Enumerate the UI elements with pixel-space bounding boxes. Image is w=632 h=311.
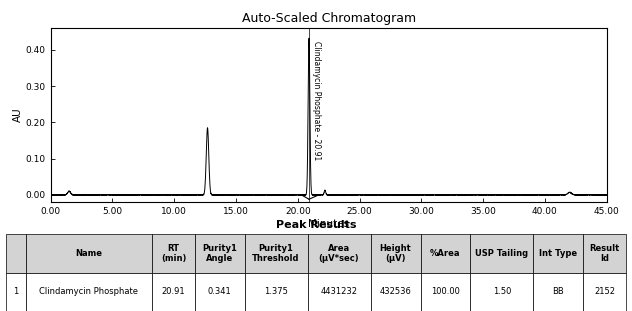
Title: Auto-Scaled Chromatogram: Auto-Scaled Chromatogram [241,12,416,26]
Text: Clindamycin Phosphate - 20.91: Clindamycin Phosphate - 20.91 [312,41,321,160]
Y-axis label: AU: AU [13,108,23,123]
Text: Peak Results: Peak Results [276,220,356,230]
X-axis label: Minutes: Minutes [308,219,349,229]
